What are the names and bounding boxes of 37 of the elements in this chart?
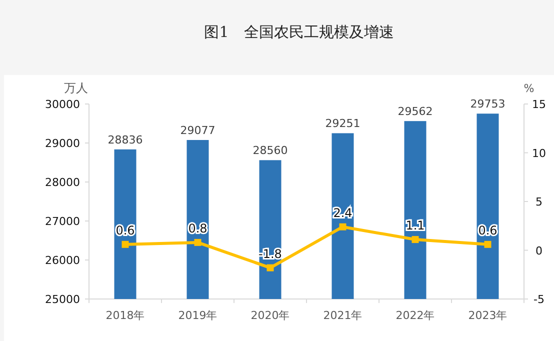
y2-tick-label: 5 bbox=[536, 196, 542, 208]
y-tick-label: 29000 bbox=[45, 137, 80, 150]
x-tick-label: 2021年 bbox=[323, 309, 362, 322]
y2-tick-label: -5 bbox=[534, 293, 544, 306]
x-tick-label: 2022年 bbox=[396, 309, 435, 322]
x-tick-label: 2018年 bbox=[106, 309, 145, 322]
point bbox=[339, 223, 346, 230]
y-tick-label: 27000 bbox=[45, 215, 80, 228]
data-label: 29077 bbox=[180, 124, 216, 137]
y2-tick-label: 15 bbox=[532, 98, 546, 111]
data-label: 1.1 bbox=[406, 218, 425, 233]
data-label: 2.4 bbox=[333, 206, 352, 220]
point bbox=[484, 240, 492, 248]
data-label: 0.8 bbox=[188, 221, 208, 236]
data-label: 0.6 bbox=[478, 223, 498, 238]
data-label: 29251 bbox=[325, 117, 360, 130]
data-label: 0.6 bbox=[116, 223, 135, 238]
x-tick-label: 2019年 bbox=[178, 309, 218, 322]
data-label: 29562 bbox=[398, 105, 433, 118]
y-tick-label: 25000 bbox=[45, 293, 80, 306]
point bbox=[412, 236, 419, 244]
data-label: 28836 bbox=[108, 133, 143, 146]
point bbox=[122, 240, 129, 248]
y2-axis-title: % bbox=[524, 82, 534, 95]
y-tick-label: 30000 bbox=[45, 98, 80, 111]
point bbox=[266, 264, 274, 272]
x-tick-label: 2023年 bbox=[468, 309, 508, 322]
chart-title: 图1 全国农民工规模及增速 bbox=[204, 23, 394, 41]
data-label: 28560 bbox=[252, 144, 288, 158]
y-tick-label: 28000 bbox=[45, 176, 80, 189]
y-axis-title: 万人 bbox=[64, 81, 88, 95]
y2-tick-label: 10 bbox=[532, 146, 546, 160]
point bbox=[194, 238, 202, 246]
x-tick-label: 2020年 bbox=[250, 309, 290, 322]
y-tick-label: 26000 bbox=[45, 254, 80, 267]
y2-tick-label: 0 bbox=[536, 244, 542, 258]
data-label: 29753 bbox=[470, 98, 506, 111]
